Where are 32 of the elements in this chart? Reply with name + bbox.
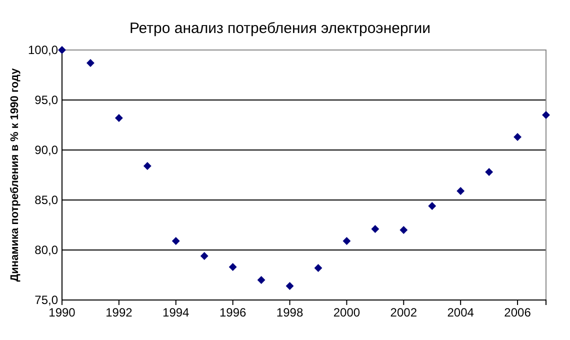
y-tick-label: 80,0 <box>34 242 58 257</box>
x-tick-label: 2002 <box>390 306 418 320</box>
point <box>286 282 294 290</box>
point <box>172 237 180 245</box>
x-tick-label: 2004 <box>447 306 474 320</box>
point <box>371 225 380 233</box>
point <box>456 187 465 195</box>
point <box>428 202 436 210</box>
point <box>143 162 152 170</box>
y-tick-label: 75,0 <box>34 292 58 307</box>
point <box>400 226 408 234</box>
point <box>314 264 322 272</box>
point <box>257 276 266 284</box>
x-tick-label: 1992 <box>106 306 133 320</box>
y-tick-label: 95,0 <box>34 92 58 107</box>
y-tick-label: 90,0 <box>34 142 58 157</box>
x-tick-label: 2006 <box>504 306 532 320</box>
point <box>200 252 208 260</box>
y-tick-label: 85,0 <box>34 192 58 207</box>
x-tick-label: 1998 <box>276 306 304 320</box>
x-tick-label: 2000 <box>333 306 360 320</box>
chart-title: Ретро анализ потребления электроэнергии <box>129 20 431 37</box>
x-tick-label: 1996 <box>219 306 246 320</box>
y-tick-label: 100,0 <box>28 42 58 57</box>
y-axis-title: Динамика потребления в % к 1990 году <box>9 67 21 282</box>
point <box>114 114 123 122</box>
point <box>342 237 351 245</box>
point <box>58 46 66 54</box>
x-tick-label: 1990 <box>48 306 76 320</box>
point <box>485 168 494 176</box>
x-tick-label: 1994 <box>162 306 190 320</box>
point <box>228 263 237 271</box>
